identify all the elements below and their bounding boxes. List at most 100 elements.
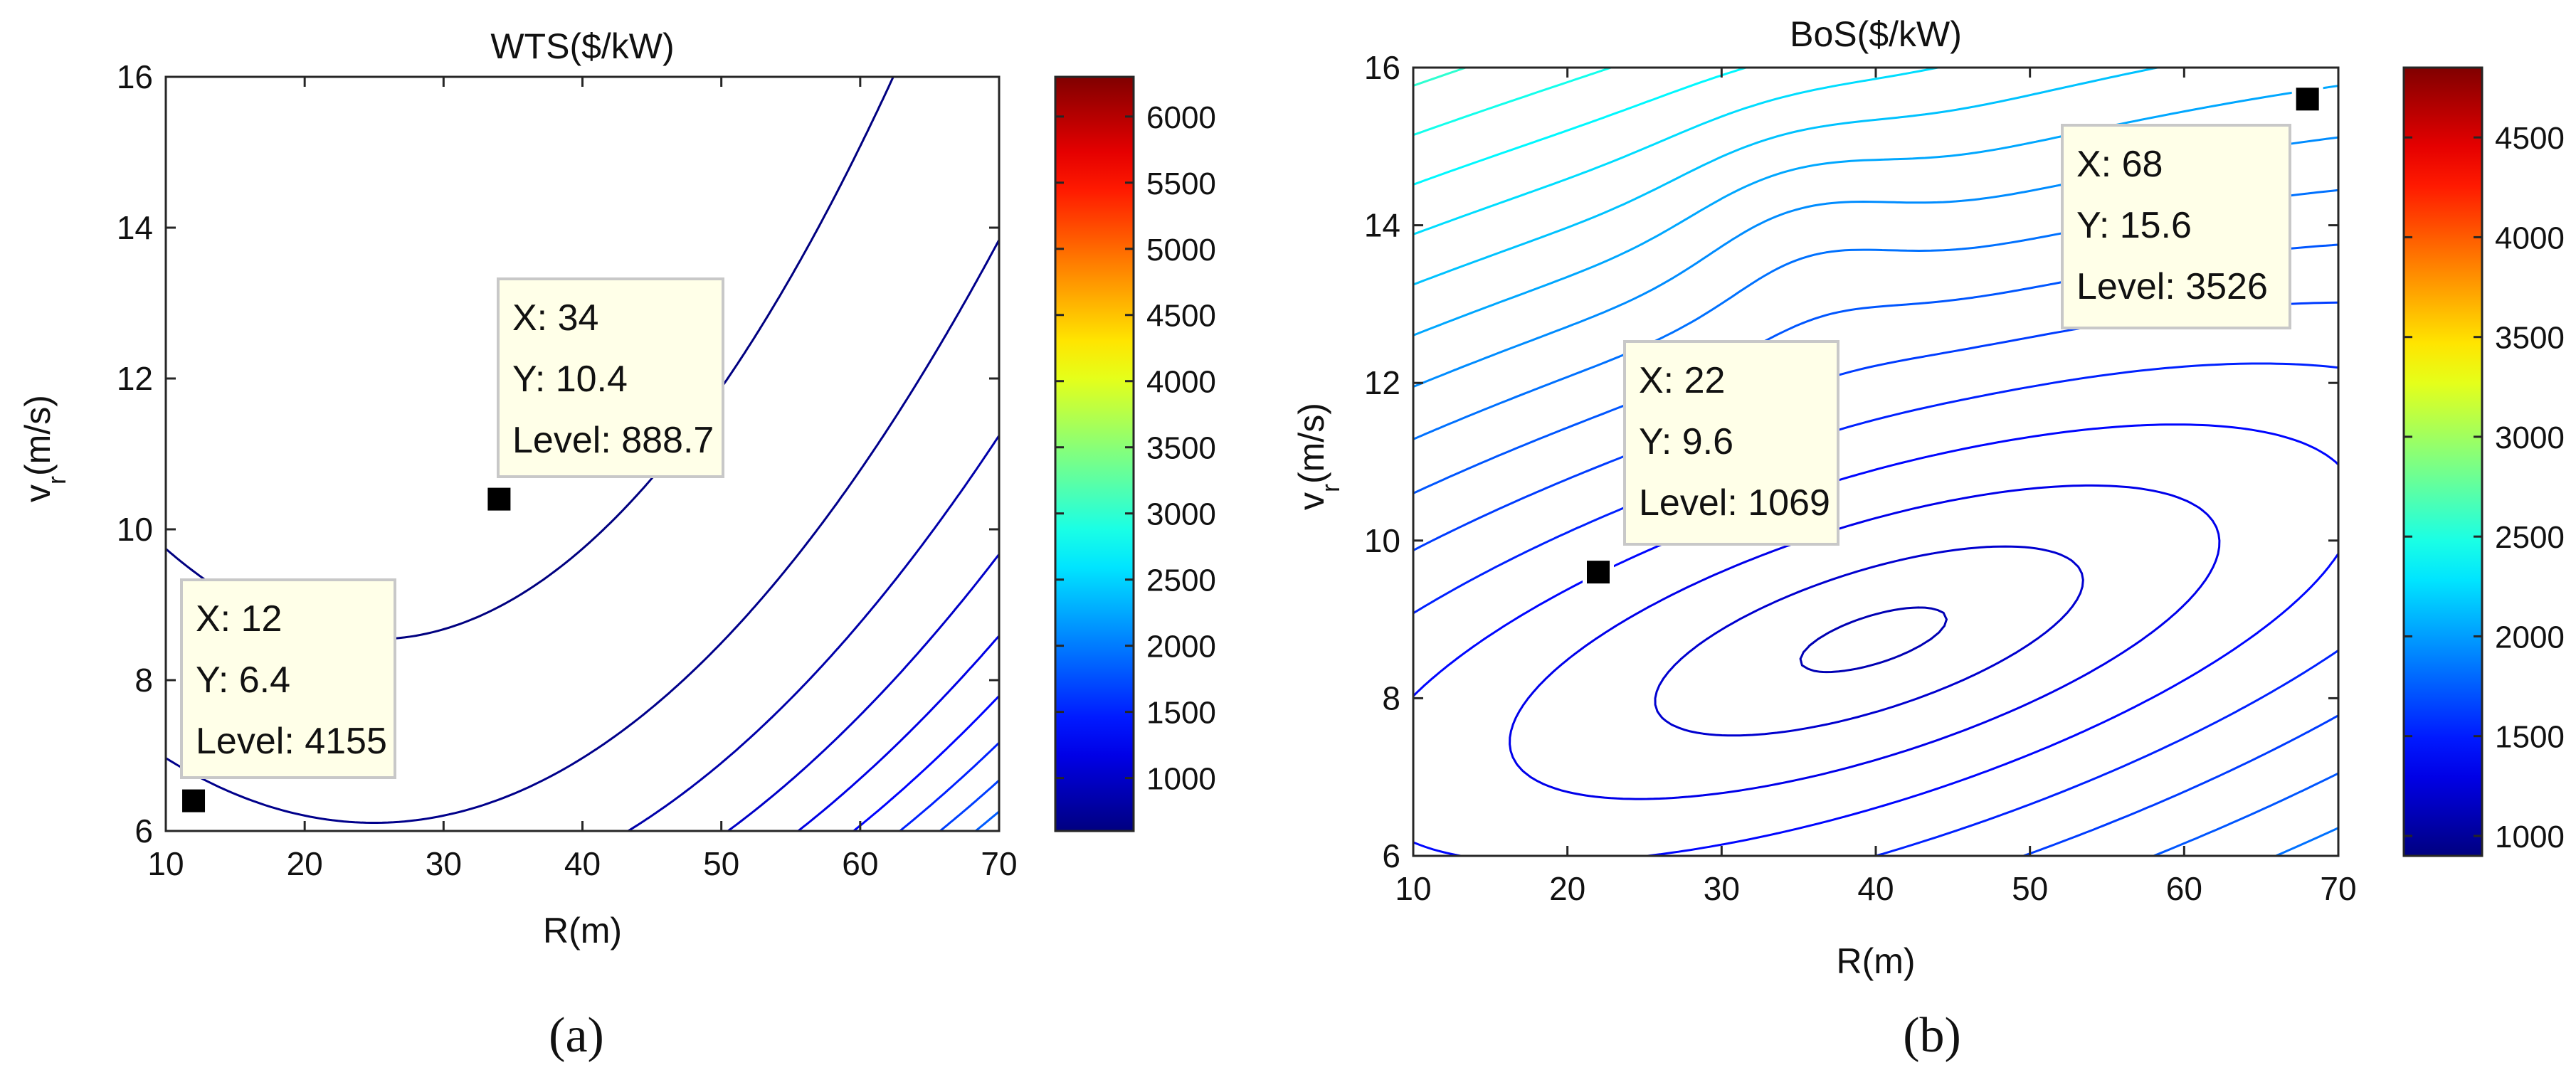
x-tick-label: 70 [2320, 870, 2356, 907]
y-tick-label: 16 [117, 58, 153, 95]
colorbar-tick-label: 1000 [2495, 820, 2565, 854]
datatip-marker[interactable] [483, 483, 515, 515]
y-label-unit: (m/s) [1292, 403, 1331, 484]
datatip-y: Y: 15.6 [2076, 205, 2192, 246]
datatip[interactable]: X: 34 Y: 10.4 Level: 888.7 [483, 277, 724, 515]
y-axis-label: vr(m/s) [1292, 403, 1345, 510]
datatip-marker[interactable] [178, 785, 210, 817]
x-tick-label: 40 [564, 845, 601, 882]
panel-b: 10 20 30 40 50 60 706810121416BoS($/kW)R(m)vr(… [1292, 14, 2565, 1063]
x-tick-label: 20 [1549, 870, 1585, 907]
colorbar-tick-label: 3500 [1146, 431, 1216, 466]
contour-level-2249 [1413, 68, 1939, 235]
panel-label: (a) [549, 1008, 604, 1063]
datatip-x: X: 34 [512, 297, 598, 339]
datatip[interactable]: X: 22 Y: 9.6 Level: 1069 [1583, 340, 1839, 588]
contour-level-2457 [1413, 68, 1612, 137]
y-label-sub: r [42, 476, 71, 484]
colorbar-tick-label: 2500 [1146, 563, 1216, 598]
colorbar-tick-label: 4000 [1146, 365, 1216, 400]
chart-title: BoS($/kW) [1790, 14, 1962, 54]
colorbar-tick-label: 3500 [2495, 321, 2565, 356]
x-tick-label: 40 [1857, 870, 1894, 907]
datatip-x: X: 12 [196, 598, 282, 640]
colorbar-tick-label: 4000 [2495, 221, 2565, 255]
colorbar-tick-label: 1500 [2495, 720, 2565, 755]
colorbar-tick-label: 1500 [1146, 696, 1216, 731]
contour-level-2561 [1413, 68, 1467, 87]
datatip-box [180, 578, 396, 779]
contour-level-831 [627, 434, 999, 831]
contour-lines [166, 77, 999, 831]
colorbar-tick-label: 4500 [2495, 121, 2565, 156]
colorbar [1054, 75, 1135, 832]
contour-level-1104 [1799, 606, 1948, 674]
y-label-sub: r [1316, 484, 1345, 492]
colorbar-tick-label: 5000 [1146, 233, 1216, 268]
y-axis-label: vr(m/s) [18, 395, 71, 502]
datatip-x: X: 68 [2076, 144, 2163, 185]
x-tick-label: 70 [981, 845, 1017, 882]
y-tick-label: 10 [1364, 522, 1400, 559]
datatip-level: Level: 1069 [1639, 482, 1830, 524]
x-tick-label: 60 [2166, 870, 2202, 907]
datatip-y: Y: 10.4 [512, 359, 628, 400]
x-axis-label: R(m) [1836, 941, 1915, 981]
y-tick-label: 8 [1382, 679, 1400, 716]
x-axis-label: R(m) [543, 911, 622, 950]
chart-title: WTS($/kW) [490, 26, 674, 66]
colorbar-tick-label: 2000 [2495, 620, 2565, 655]
colorbar-tick-label: 4500 [1146, 299, 1216, 334]
datatip-level: Level: 888.7 [512, 420, 714, 461]
panel-a: 10 20 30 40 50 60 706810121416WTS($/kW)R(m)vr(… [18, 26, 1216, 1063]
datatip-box [1623, 340, 1839, 546]
contour-level-1312 [1509, 484, 2221, 800]
datatip-x: X: 22 [1639, 360, 1725, 401]
datatip-y: Y: 9.6 [1639, 421, 1733, 462]
datatip[interactable]: X: 68 Y: 15.6 Level: 3526 [2061, 83, 2323, 329]
y-label-main: v [18, 484, 58, 502]
contour-level-997 [727, 553, 999, 831]
y-tick-label: 10 [117, 511, 153, 548]
contour-level-2353 [1413, 68, 1748, 186]
x-tick-label: 50 [2012, 870, 2048, 907]
y-tick-label: 12 [117, 360, 153, 397]
y-tick-label: 6 [134, 812, 153, 849]
x-tick-label: 30 [426, 845, 462, 882]
x-tick-label: 10 [147, 845, 184, 882]
datatip-y: Y: 6.4 [196, 660, 290, 701]
contour-level-1494 [899, 741, 999, 831]
y-axis-label-text: vr(m/s) [1292, 403, 1345, 510]
x-tick-label: 50 [703, 845, 739, 882]
y-tick-label: 16 [1364, 49, 1400, 86]
datatip-box [2061, 124, 2291, 329]
y-tick-label: 6 [1382, 837, 1400, 874]
datatip-marker[interactable] [2291, 83, 2323, 115]
y-label-main: v [1292, 492, 1331, 510]
colorbar-tick-label: 1000 [1146, 762, 1216, 797]
colorbar-tick-label: 3000 [2495, 420, 2565, 455]
y-tick-label: 14 [1364, 207, 1400, 244]
colorbar-tick-label: 2000 [1146, 630, 1216, 664]
panel-label: (b) [1903, 1008, 1961, 1063]
y-label-unit: (m/s) [18, 395, 58, 476]
contour-level-1208 [1654, 545, 2084, 737]
x-tick-label: 60 [842, 845, 878, 882]
contour-level-1660 [939, 779, 999, 831]
y-tick-label: 14 [117, 209, 153, 246]
colorbar-tick-label: 3000 [1146, 497, 1216, 532]
contour-level-666 [166, 238, 999, 824]
x-tick-label: 10 [1395, 870, 1431, 907]
datatip-box [497, 277, 724, 478]
datatip[interactable]: X: 12 Y: 6.4 Level: 4155 [178, 578, 396, 817]
x-tick-label: 30 [1704, 870, 1740, 907]
x-tick-label: 20 [287, 845, 323, 882]
colorbar-tick-label: 6000 [1146, 100, 1216, 135]
y-tick-label: 8 [134, 662, 153, 699]
datatip-level: Level: 3526 [2076, 266, 2268, 307]
datatip-marker[interactable] [1583, 556, 1614, 588]
y-tick-label: 12 [1364, 364, 1400, 401]
datatip-level: Level: 4155 [196, 721, 387, 762]
